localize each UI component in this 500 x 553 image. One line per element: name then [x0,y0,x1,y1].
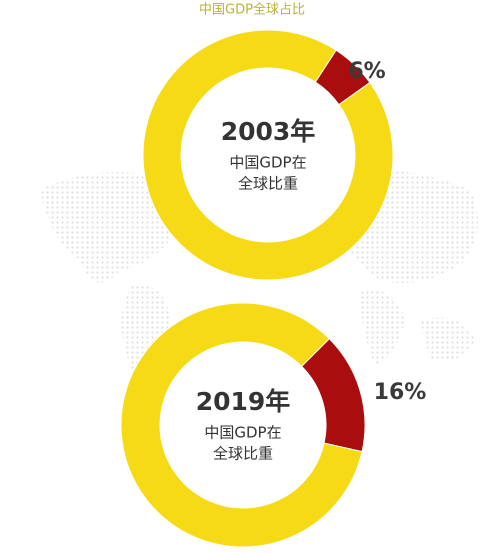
center-title: 2003年 [221,117,316,146]
center-text: 中国GDP在 [204,424,281,442]
center-text: 中国GDP在 [229,154,306,172]
donut-hole [181,68,355,242]
page-title: 中国GDP全球占比 [199,2,305,18]
center-text: 全球比重 [238,175,298,193]
center-title: 2019年 [196,387,291,416]
center-text: 全球比重 [213,445,273,463]
world-map-background [40,170,478,390]
value-label: 6% [348,59,385,84]
value-label: 16% [374,380,427,405]
donut-hole [160,342,326,508]
